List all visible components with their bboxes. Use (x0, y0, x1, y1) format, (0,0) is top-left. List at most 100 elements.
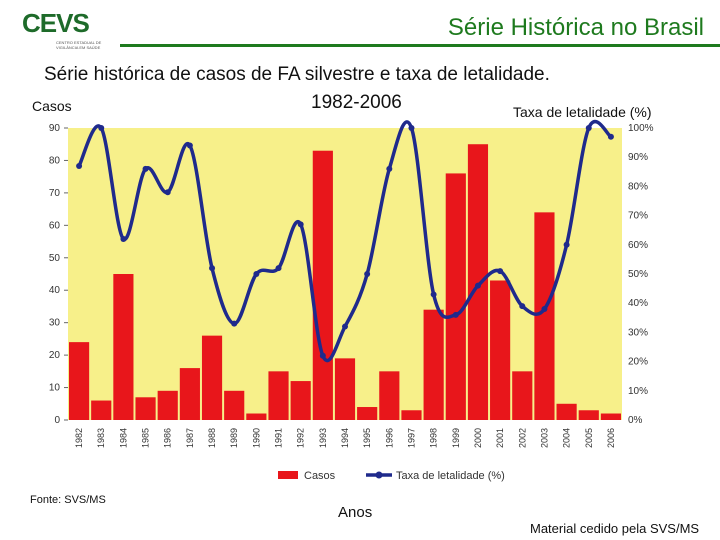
letality-point-1993 (319, 352, 326, 359)
y-tick-label: 60 (49, 220, 61, 231)
bar-2002 (512, 371, 533, 420)
bar-1987 (179, 368, 200, 420)
y2-tick-label: 40% (628, 298, 648, 309)
y-tick-label: 20 (49, 350, 61, 361)
bar-1988 (201, 335, 223, 420)
x-tick-label: 1985 (141, 428, 151, 448)
y-tick-label: 40 (49, 285, 61, 296)
letality-point-1986 (164, 189, 171, 196)
y2-tick-label: 70% (628, 211, 648, 222)
credit-note: Material cedido pela SVS/MS (530, 521, 700, 536)
letality-point-1996 (386, 165, 393, 172)
bar-1998 (423, 309, 444, 420)
x-tick-label: 1994 (340, 428, 350, 448)
bar-1993 (312, 150, 333, 420)
logo-subtext: CENTRO ESTADUAL DE VIGILÂNCIA EM SAÚDE (56, 40, 102, 50)
y2-tick-label: 30% (628, 327, 648, 338)
bar-2003 (534, 212, 555, 420)
y2-tick-label: 100% (628, 123, 654, 134)
bar-1991 (268, 371, 289, 420)
bar-2005 (578, 410, 599, 420)
letality-point-1983 (98, 125, 105, 131)
x-tick-label: 2006 (606, 428, 616, 448)
x-tick-label: 1998 (429, 428, 439, 448)
bar-2001 (490, 280, 511, 420)
bar-1990 (246, 413, 267, 420)
x-tick-label: 2001 (495, 428, 505, 448)
x-tick-label: 2005 (584, 428, 594, 448)
y-tick-label: 30 (49, 318, 61, 329)
x-tick-label: 2003 (539, 428, 549, 448)
letality-point-1987 (186, 142, 193, 149)
y-axis-label: Casos (32, 98, 72, 114)
letality-point-1992 (297, 221, 304, 228)
letality-point-2005 (585, 125, 592, 131)
y-tick-label: 0 (54, 415, 60, 426)
x-tick-label: 1995 (362, 428, 372, 448)
letality-point-2003 (541, 306, 548, 313)
letality-point-1984 (120, 235, 127, 242)
letality-point-2004 (563, 241, 570, 248)
bar-1982 (69, 342, 90, 420)
y2-tick-label: 60% (628, 240, 648, 251)
x-tick-label: 1988 (207, 428, 217, 448)
letality-point-1988 (209, 265, 216, 272)
x-tick-label: 1996 (384, 428, 394, 448)
source-note: Fonte: SVS/MS (30, 494, 106, 506)
bar-1996 (379, 371, 400, 420)
y2-tick-label: 50% (628, 269, 648, 280)
bar-1983 (91, 400, 112, 420)
x-tick-label: 1983 (96, 428, 106, 448)
y2-tick-label: 20% (628, 357, 648, 368)
legend-label-taxa: Taxa de letalidade (%) (396, 470, 505, 482)
letality-point-2002 (519, 303, 526, 310)
letality-point-1982 (76, 162, 83, 169)
bar-2000 (467, 144, 489, 420)
bar-1999 (445, 173, 466, 420)
chart-title-line2: 1982-2006 (311, 92, 402, 113)
y-tick-label: 10 (49, 383, 61, 394)
logo-text: CEVS (22, 8, 90, 38)
y-tick-label: 90 (49, 123, 61, 134)
y2-tick-label: 0% (628, 415, 643, 426)
letality-point-2006 (607, 133, 614, 140)
letality-point-1991 (275, 265, 282, 272)
letality-point-1990 (253, 271, 260, 277)
letality-point-1995 (364, 271, 371, 277)
bar-1994 (334, 358, 356, 420)
y2-tick-label: 80% (628, 181, 648, 192)
bar-2006 (600, 413, 621, 420)
x-tick-label: 1991 (274, 428, 284, 448)
y-tick-label: 70 (49, 188, 61, 199)
bar-1985 (135, 397, 156, 420)
x-tick-label: 1993 (318, 428, 328, 448)
letality-point-1985 (142, 165, 149, 172)
letality-point-2000 (474, 282, 481, 289)
y2-axis-label: Taxa de letalidade (%) (513, 104, 652, 120)
x-tick-label: 2000 (473, 428, 483, 448)
bar-1986 (157, 390, 178, 420)
header-divider (120, 44, 720, 47)
x-tick-label: 2004 (562, 428, 572, 448)
y-tick-label: 50 (49, 253, 61, 264)
x-tick-label: 1982 (74, 428, 84, 448)
letality-point-2001 (497, 268, 504, 275)
x-tick-label: 1989 (229, 428, 239, 448)
letality-point-1998 (430, 291, 437, 298)
bar-2004 (556, 403, 577, 420)
bar-1984 (113, 274, 134, 420)
x-tick-label: 1997 (406, 428, 416, 448)
x-tick-label: 2002 (517, 428, 527, 448)
x-tick-label: 1986 (163, 428, 173, 448)
chart-title-line1: Série histórica de casos de FA silvestre… (44, 64, 550, 85)
page-title: Série Histórica no Brasil (447, 14, 704, 41)
letality-point-1997 (408, 125, 415, 131)
letality-point-1989 (231, 320, 238, 327)
x-tick-label: 1984 (118, 428, 128, 448)
bar-1995 (357, 407, 378, 420)
y2-tick-label: 10% (628, 386, 648, 397)
x-tick-label: 1992 (296, 428, 306, 448)
x-tick-label: 1990 (251, 428, 261, 448)
legend-swatch-casos (278, 471, 298, 479)
